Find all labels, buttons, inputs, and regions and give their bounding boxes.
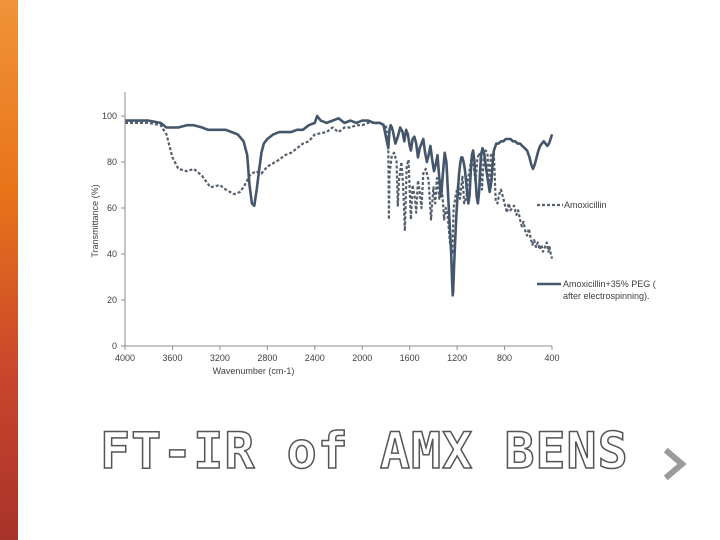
x-tick-label: 3200 bbox=[210, 353, 230, 363]
y-tick-label: 20 bbox=[107, 295, 117, 305]
x-tick-label: 1600 bbox=[400, 353, 420, 363]
accent-bar bbox=[0, 0, 18, 540]
x-tick-label: 2400 bbox=[305, 353, 325, 363]
y-tick-label: 80 bbox=[107, 157, 117, 167]
x-tick-label: 400 bbox=[544, 353, 559, 363]
x-tick-label: 3600 bbox=[162, 353, 182, 363]
axes bbox=[124, 92, 552, 347]
series-line-2 bbox=[125, 114, 554, 297]
x-axis-title: Wavenumber (cm-1) bbox=[213, 366, 295, 376]
y-tick-label: 100 bbox=[102, 111, 117, 121]
y-axis-ticks: 0 20 40 60 80 100 bbox=[102, 111, 125, 351]
series-line-1 bbox=[125, 121, 554, 259]
y-tick-label: 40 bbox=[107, 249, 117, 259]
chevron-right-icon-path bbox=[663, 447, 687, 481]
legend-label-2: Amoxicillin+35% PEG (after electrospinni… bbox=[563, 279, 656, 301]
legend-label-1: Amoxicillin bbox=[564, 200, 607, 210]
x-tick-label: 2800 bbox=[257, 353, 277, 363]
plot-area bbox=[125, 114, 554, 297]
slide-title: FT-IR of AMX BENS bbox=[99, 421, 629, 481]
ftir-chart: 4000 3600 3200 2800 2400 2000 1600 1200 800 400 0… bbox=[90, 92, 656, 376]
x-tick-label: 800 bbox=[497, 353, 512, 363]
y-tick-label: 60 bbox=[107, 203, 117, 213]
x-tick-label: 2000 bbox=[352, 353, 372, 363]
x-tick-label: 1200 bbox=[447, 353, 467, 363]
y-axis-title: Transmittance (%) bbox=[90, 184, 100, 257]
y-tick-label: 0 bbox=[112, 341, 117, 351]
legend: Amoxicillin Amoxicillin+35% PEG (after el… bbox=[537, 200, 656, 301]
x-tick-label: 4000 bbox=[115, 353, 135, 363]
chevron-right-icon[interactable] bbox=[658, 444, 692, 484]
x-axis-ticks: 4000 3600 3200 2800 2400 2000 1600 1200 800 400 bbox=[115, 346, 560, 363]
